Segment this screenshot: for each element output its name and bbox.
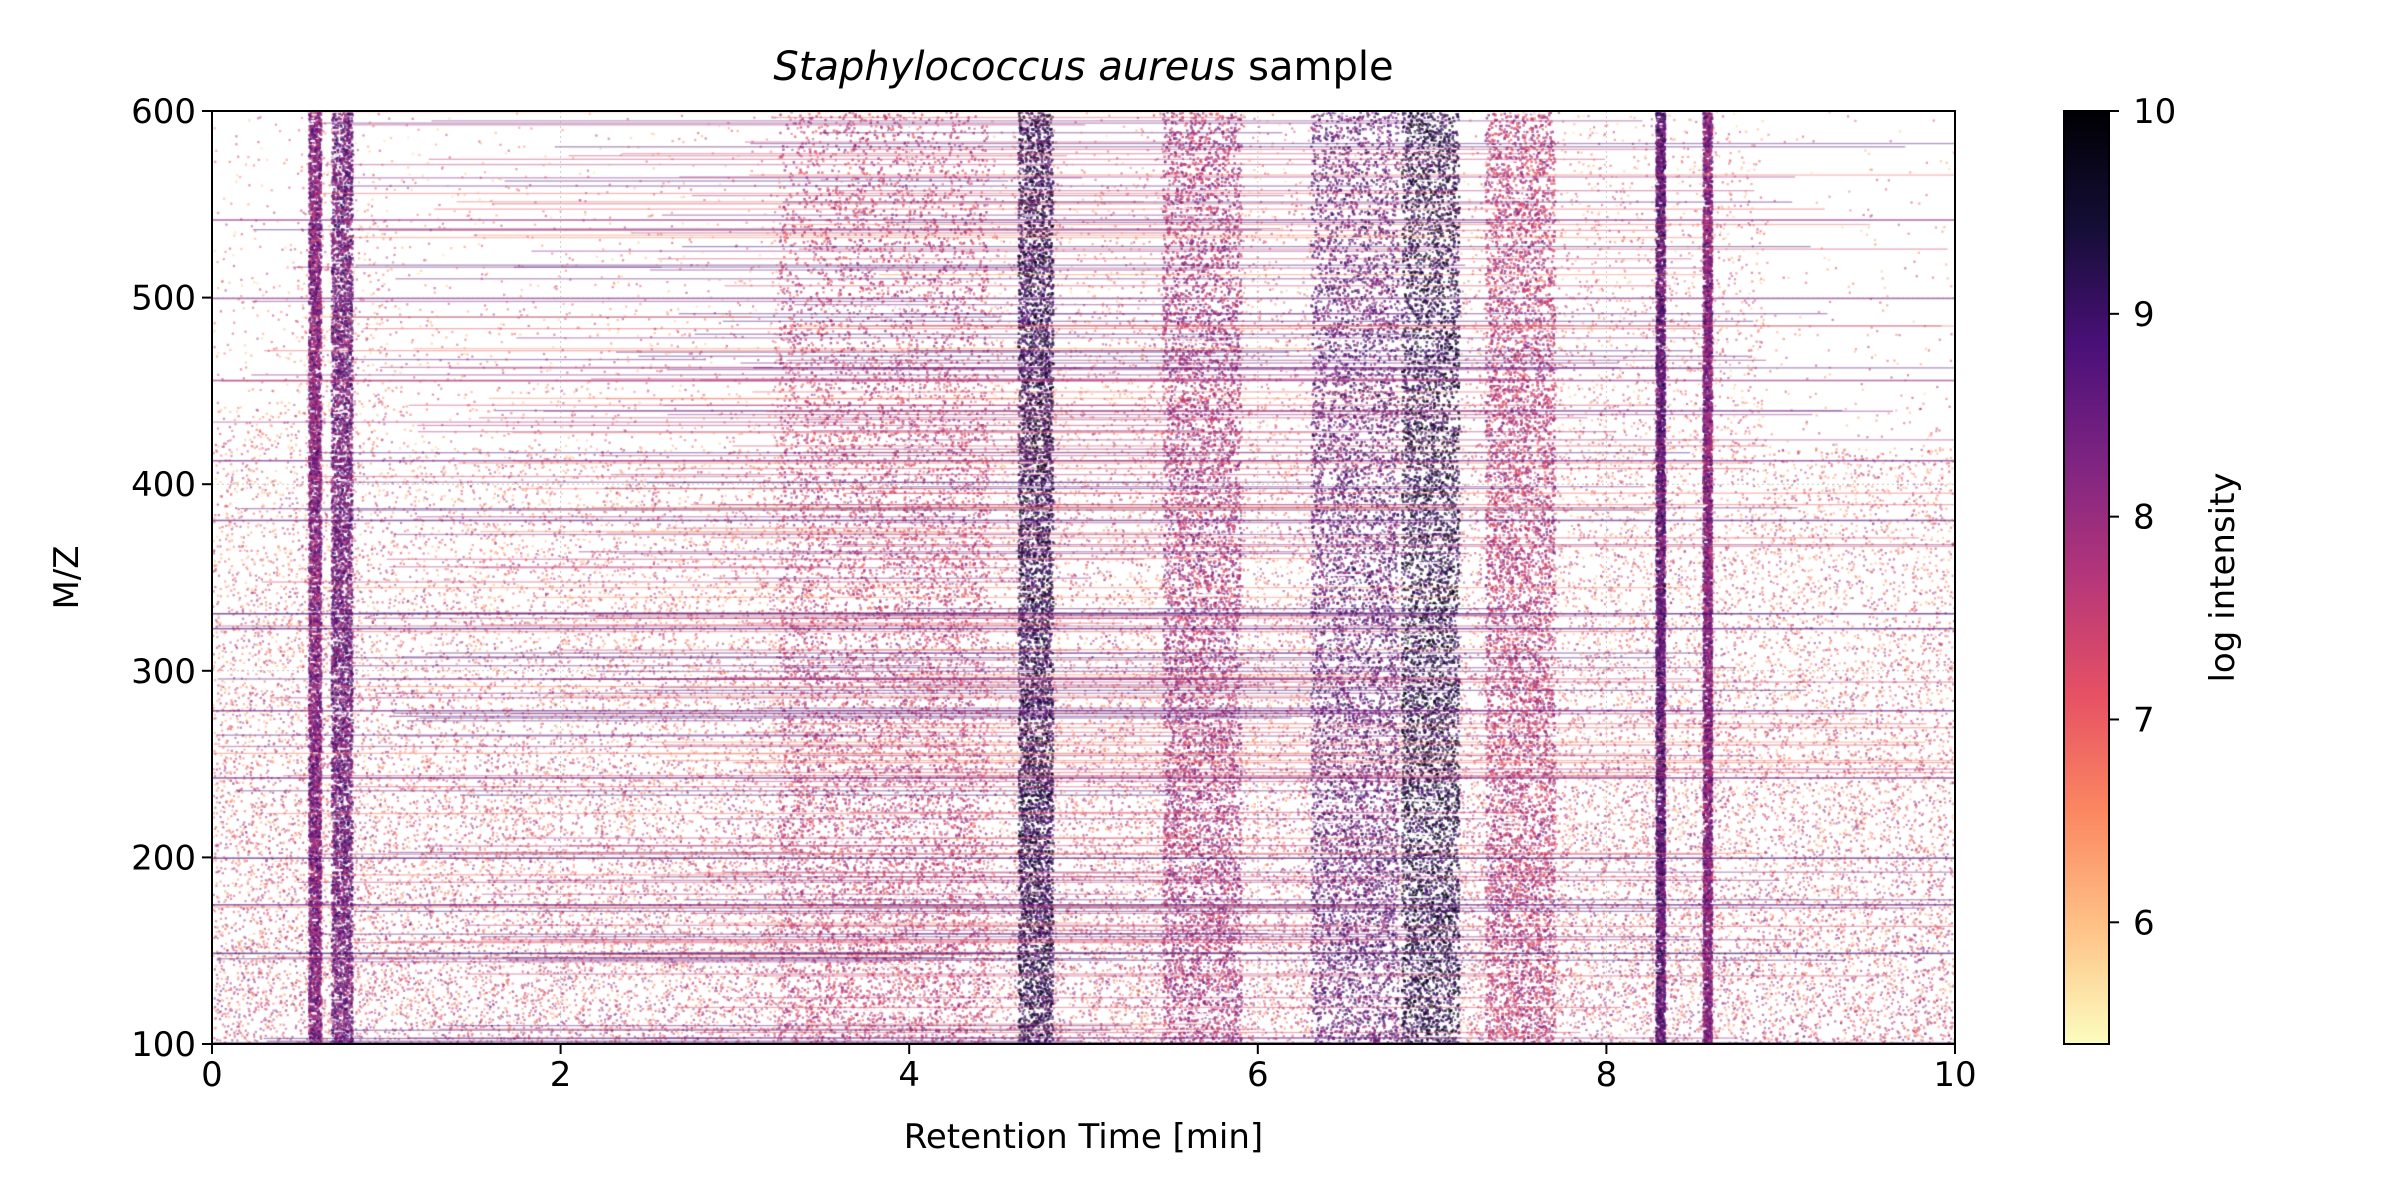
chart-title-suffix: sample [1235, 44, 1393, 90]
x-axis-label: Retention Time [min] [904, 1117, 1263, 1157]
heatmap-image [212, 111, 1955, 1044]
y-tick-label: 600 [131, 92, 196, 132]
x-tick-label: 6 [1247, 1055, 1269, 1095]
colorbar-frame [2063, 110, 2110, 1045]
y-tick-label: 100 [131, 1025, 196, 1065]
y-axis-label: M/Z [47, 545, 87, 609]
y-tick-label: 500 [131, 279, 196, 319]
grid-lines [211, 110, 1956, 1045]
x-axis: 0 2 4 6 8 10 [201, 1044, 1977, 1095]
x-tick-label: 2 [550, 1055, 572, 1095]
x-tick-label: 0 [201, 1055, 223, 1095]
y-tick-label: 400 [131, 465, 196, 505]
colorbar-tick-label: 6 [2133, 903, 2155, 943]
colorbar-label: log intensity [2203, 472, 2243, 682]
chart-title: Staphylococcus aureus sample [773, 44, 1393, 90]
x-tick-label: 4 [898, 1055, 920, 1095]
colorbar-tick-label: 7 [2133, 700, 2155, 740]
y-axis: 100 200 300 400 500 600 [131, 92, 212, 1065]
colorbar-tick-label: 10 [2133, 92, 2176, 132]
colorbar-gradient [2064, 111, 2109, 1044]
plot-frame [211, 110, 1956, 1045]
colorbar-tick-label: 8 [2133, 498, 2155, 538]
y-tick-label: 300 [131, 652, 196, 692]
colorbar-tick-label: 9 [2133, 295, 2155, 335]
x-tick-label: 10 [1933, 1055, 1976, 1095]
chart-title-species: Staphylococcus aureus [773, 44, 1235, 90]
x-tick-label: 8 [1596, 1055, 1618, 1095]
colorbar-axis: 6 7 8 9 10 [2109, 92, 2176, 943]
y-tick-label: 200 [131, 838, 196, 878]
